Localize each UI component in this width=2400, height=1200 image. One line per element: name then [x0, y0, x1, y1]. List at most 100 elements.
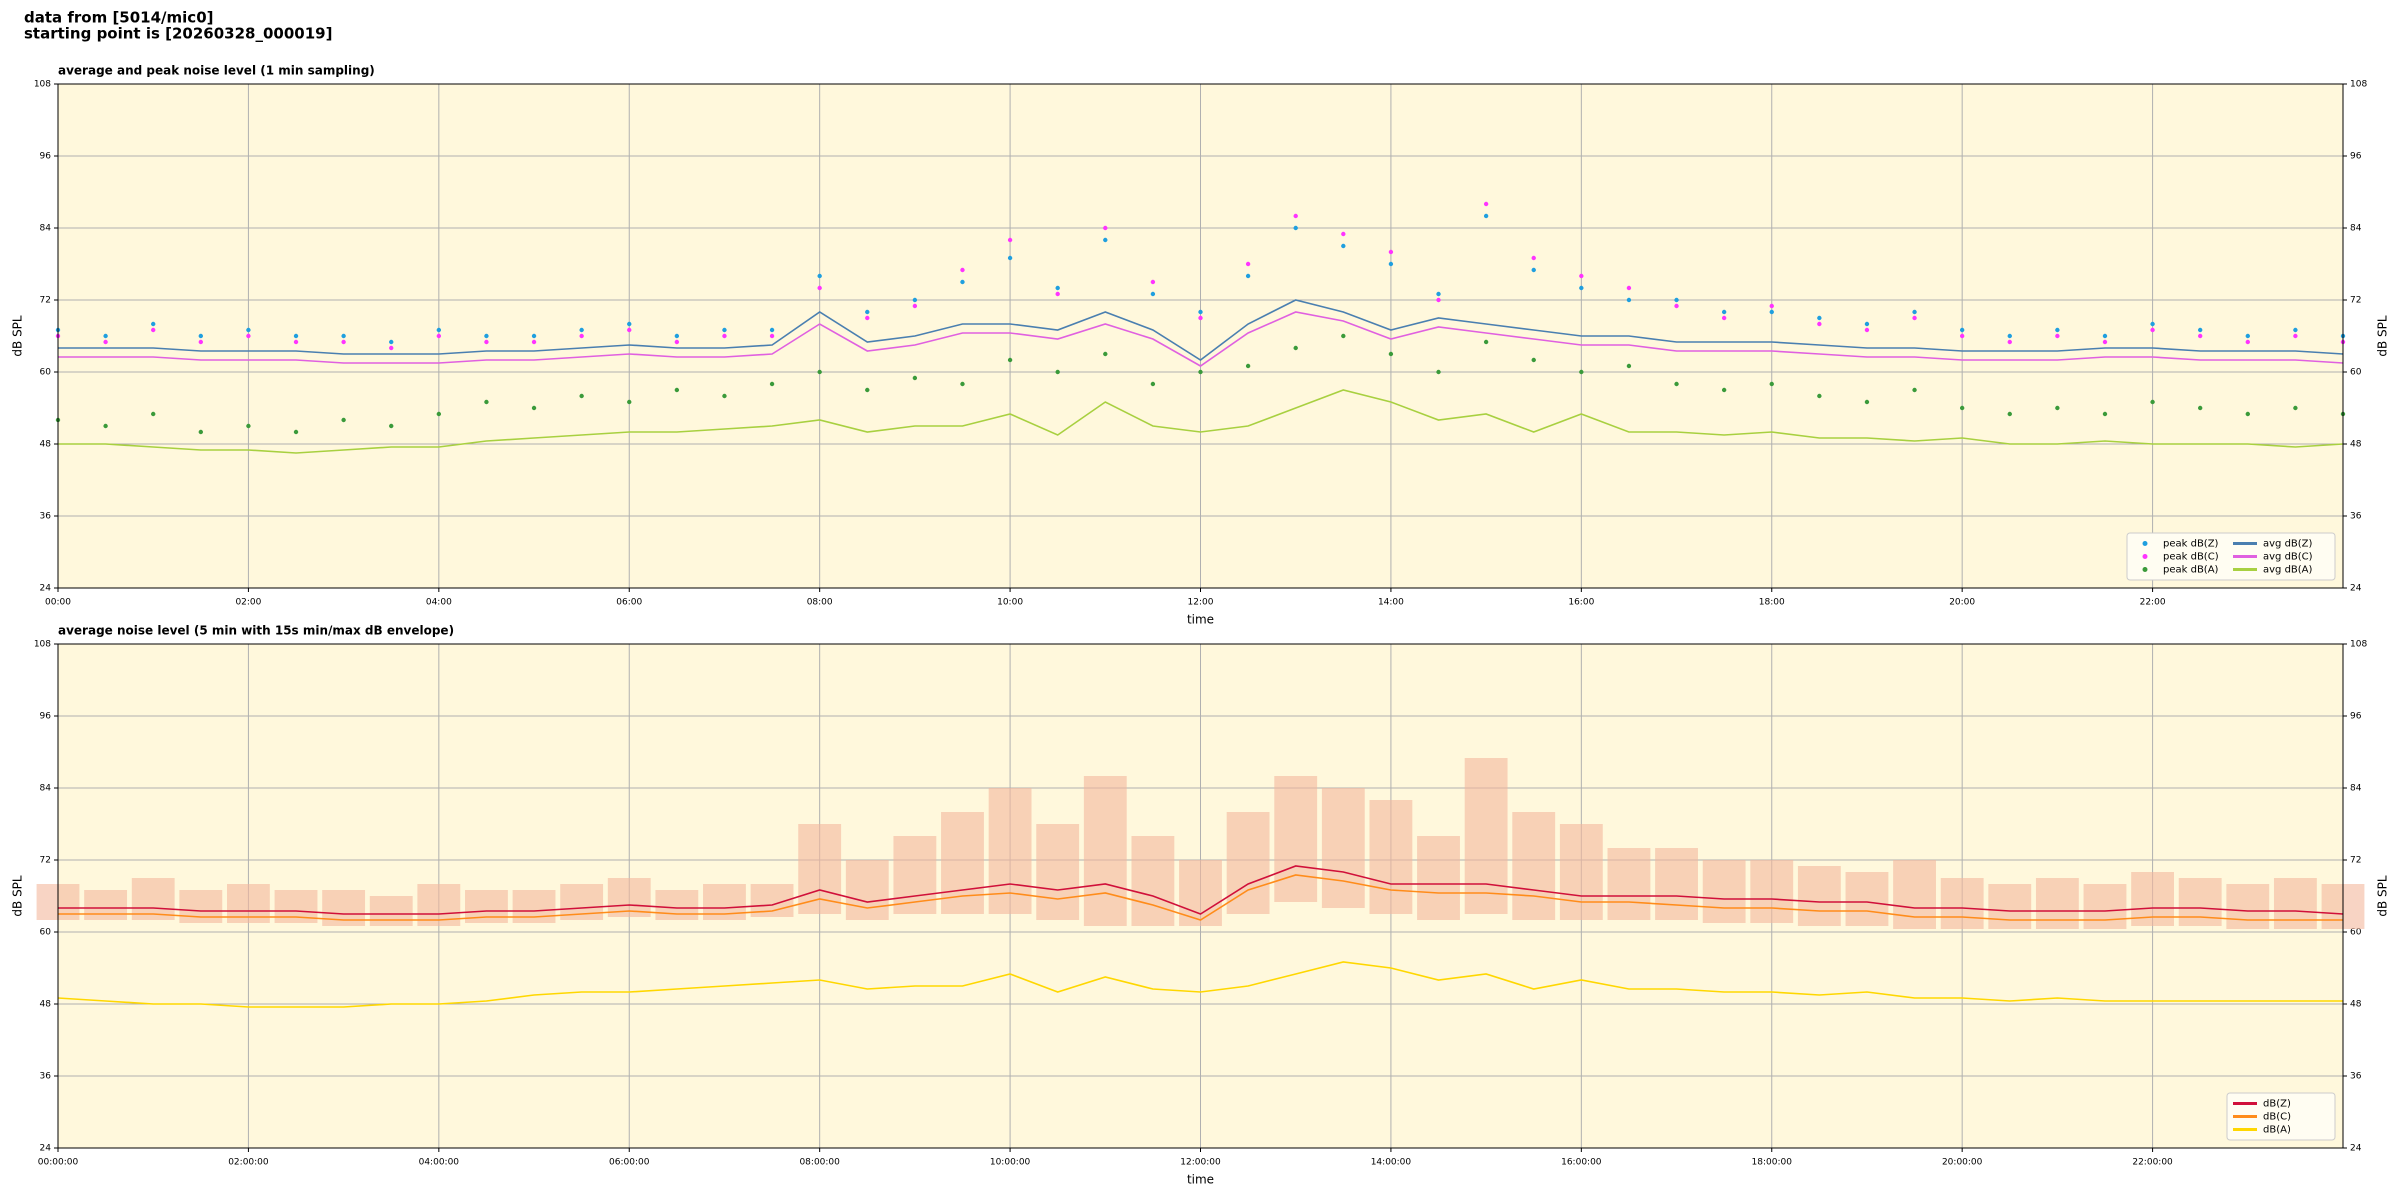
- peak-point: [103, 423, 108, 429]
- x-tick-label: 16:00:00: [1561, 1158, 1602, 1168]
- peak-point: [198, 429, 204, 435]
- peak-point: [627, 327, 632, 333]
- peak-point: [531, 339, 537, 345]
- peak-point: [722, 393, 727, 399]
- envelope: [1036, 824, 1080, 920]
- y-tick-label: 24: [40, 584, 52, 594]
- peak-point: [1817, 315, 1822, 321]
- peak-point: [389, 339, 394, 345]
- x-tick-label: 20:00: [1949, 598, 1975, 608]
- y-tick-label: 96: [40, 712, 52, 722]
- peak-point: [1245, 273, 1251, 279]
- y-tick-label: 84: [40, 784, 52, 794]
- peak-point: [627, 399, 632, 405]
- y-axis-label: dB SPL: [11, 315, 25, 357]
- y-tick-label: 60: [40, 368, 52, 378]
- peak-point: [1912, 315, 1917, 321]
- peak-point: [1436, 369, 1441, 375]
- peak-point: [1103, 225, 1108, 231]
- peak-point: [484, 399, 489, 405]
- peak-point: [1959, 333, 1965, 339]
- peak-point: [389, 345, 394, 351]
- peak-point: [722, 327, 727, 333]
- legend-label: dB(A): [2263, 1125, 2291, 1136]
- envelope: [1845, 872, 1889, 926]
- legend-label: avg dB(C): [2263, 552, 2313, 563]
- peak-point: [1721, 309, 1727, 315]
- envelope: [1131, 836, 1175, 926]
- peak-point: [1198, 315, 1203, 321]
- peak-point: [2245, 333, 2250, 339]
- peak-point: [151, 327, 156, 333]
- peak-point: [674, 333, 680, 339]
- plot-frame: [57, 83, 2344, 589]
- chart: average and peak noise level (1 min samp…: [11, 64, 2390, 627]
- peak-point: [1864, 399, 1870, 405]
- peak-point: [1198, 309, 1203, 315]
- peak-point: [2055, 333, 2060, 339]
- peak-point: [341, 339, 346, 345]
- peak-point: [1055, 285, 1060, 291]
- peak-point: [198, 339, 204, 345]
- peak-point: [436, 333, 442, 339]
- x-tick-label: 18:00:00: [1752, 1158, 1793, 1168]
- peak-point: [1341, 333, 1346, 339]
- peak-point: [1150, 381, 1156, 387]
- envelope: [1274, 776, 1318, 902]
- envelope: [1417, 836, 1460, 920]
- y-tick-label: 48: [40, 1000, 52, 1010]
- x-tick-label: 06:00:00: [609, 1158, 650, 1168]
- header-line: data from [5014/mic0]: [24, 9, 214, 27]
- peak-point: [912, 375, 918, 381]
- peak-point: [2197, 405, 2203, 411]
- envelope: [798, 824, 842, 914]
- peak-point: [1007, 255, 1013, 261]
- envelope: [1321, 788, 1365, 908]
- legend: peak dB(Z) peak dB(C) peak dB(A) avg dB(Z) a…: [2126, 532, 2336, 581]
- peak-point: [2150, 327, 2155, 333]
- peak-point: [1721, 387, 1727, 393]
- envelope: [84, 890, 128, 920]
- peak-point: [103, 333, 108, 339]
- peak-point: [246, 423, 251, 429]
- y-tick-label: 24: [40, 1144, 52, 1154]
- peak-point: [2102, 411, 2108, 417]
- peak-point: [1864, 321, 1870, 327]
- peak-point: [1341, 243, 1346, 249]
- x-tick-label: 02:00:00: [228, 1158, 269, 1168]
- y-tick-label: 96: [40, 152, 52, 162]
- peak-point: [960, 279, 965, 285]
- peak-point: [341, 333, 346, 339]
- y2-tick-label: 60: [2350, 368, 2362, 378]
- peak-point: [1055, 291, 1060, 297]
- y-axis-label: dB SPL: [11, 875, 25, 917]
- envelope: [2226, 884, 2270, 929]
- peak-point: [769, 327, 775, 333]
- peak-point: [1483, 213, 1489, 219]
- peak-point: [151, 321, 156, 327]
- x-tick-label: 18:00: [1759, 598, 1785, 608]
- chart-title: average noise level (5 min with 15s min/…: [58, 624, 454, 638]
- y2-tick-label: 36: [2350, 1072, 2362, 1082]
- peak-point: [246, 333, 251, 339]
- peak-point: [1103, 237, 1108, 243]
- peak-point: [865, 387, 870, 393]
- peak-point: [865, 309, 870, 315]
- envelope: [1750, 860, 1794, 923]
- y2-tick-label: 48: [2350, 1000, 2362, 1010]
- peak-point: [1483, 339, 1489, 345]
- peak-point: [484, 333, 489, 339]
- x-tick-label: 00:00: [45, 598, 71, 608]
- peak-point: [484, 339, 489, 345]
- peak-point: [1245, 363, 1251, 369]
- peak-point: [2007, 333, 2012, 339]
- peak-point: [436, 327, 442, 333]
- legend-label: peak dB(A): [2163, 565, 2219, 576]
- peak-point: [2245, 411, 2250, 417]
- peak-point: [960, 381, 965, 387]
- peak-point: [1674, 303, 1679, 309]
- peak-point: [1769, 303, 1774, 309]
- peak-point: [1817, 321, 1822, 327]
